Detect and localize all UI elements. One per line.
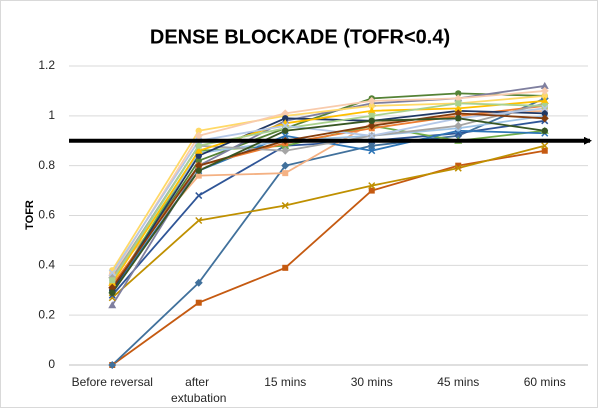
point — [281, 146, 290, 155]
point — [540, 81, 549, 89]
point — [195, 299, 202, 306]
point — [541, 104, 549, 112]
point — [108, 294, 116, 302]
point — [195, 152, 202, 159]
point — [367, 121, 376, 130]
point — [194, 278, 203, 287]
point — [455, 115, 462, 122]
point — [541, 110, 548, 117]
series-line — [111, 144, 545, 299]
point — [282, 115, 289, 122]
point — [281, 132, 289, 140]
point — [368, 112, 375, 119]
x-tick-label: 15 mins — [264, 375, 306, 389]
point — [541, 92, 548, 100]
point — [368, 132, 376, 140]
x-tick-label: after extubation — [171, 375, 226, 405]
point — [282, 264, 289, 271]
x-tick-label: 30 mins — [351, 375, 393, 389]
point — [455, 90, 462, 97]
point — [194, 146, 203, 154]
point — [368, 102, 375, 110]
point — [540, 96, 549, 104]
series-line — [111, 92, 545, 291]
point — [541, 142, 549, 150]
series-line — [111, 107, 545, 274]
y-tick-label: 1.2 — [38, 58, 55, 72]
point — [109, 289, 116, 296]
point — [194, 161, 203, 170]
point — [281, 161, 290, 170]
x-tick-label: 60 mins — [524, 375, 566, 389]
point — [108, 269, 116, 277]
series-line — [111, 99, 545, 284]
point — [368, 117, 375, 125]
point — [108, 301, 117, 309]
point — [541, 102, 548, 109]
series-line — [111, 102, 545, 281]
y-tick-label: 1 — [48, 108, 55, 122]
point — [367, 106, 376, 114]
y-tick-label: 0.6 — [38, 208, 55, 222]
x-tick-label: 45 mins — [437, 375, 479, 389]
series-line — [111, 114, 545, 281]
y-tick-label: 0.8 — [38, 158, 55, 172]
point — [195, 142, 202, 149]
point — [195, 157, 202, 164]
point — [195, 192, 203, 200]
point — [541, 127, 548, 134]
point — [455, 162, 462, 169]
point — [368, 182, 376, 190]
point — [282, 127, 289, 134]
point — [367, 96, 376, 105]
point — [368, 147, 376, 155]
point — [454, 121, 463, 130]
point — [454, 104, 463, 112]
point — [368, 187, 375, 194]
point — [195, 172, 202, 179]
point — [454, 164, 462, 172]
point — [281, 122, 289, 130]
point — [108, 361, 117, 369]
series-line — [111, 117, 545, 294]
point — [540, 114, 549, 123]
y-tick-label: 0.4 — [38, 258, 55, 272]
point — [195, 127, 202, 134]
point — [541, 147, 548, 154]
series-line — [111, 109, 545, 291]
series-line — [111, 95, 545, 271]
point — [281, 109, 290, 118]
chart-title: DENSE BLOCKADE (TOFR<0.4) — [150, 26, 450, 48]
point — [454, 109, 463, 118]
point — [281, 202, 289, 210]
series-line — [111, 112, 545, 289]
series-line — [111, 97, 546, 366]
point — [109, 277, 116, 284]
point — [454, 129, 462, 137]
y-tick-label: 0 — [48, 357, 55, 371]
point — [540, 86, 549, 95]
point — [195, 167, 202, 174]
point — [195, 216, 203, 225]
series-line — [111, 90, 545, 276]
series-line — [111, 149, 545, 366]
y-axis-label: TOFR — [24, 200, 36, 230]
point — [282, 170, 289, 177]
y-tick-label: 0.2 — [38, 307, 55, 321]
x-tick-label: Before reversal — [72, 375, 153, 389]
point — [455, 100, 462, 107]
point — [108, 283, 117, 292]
